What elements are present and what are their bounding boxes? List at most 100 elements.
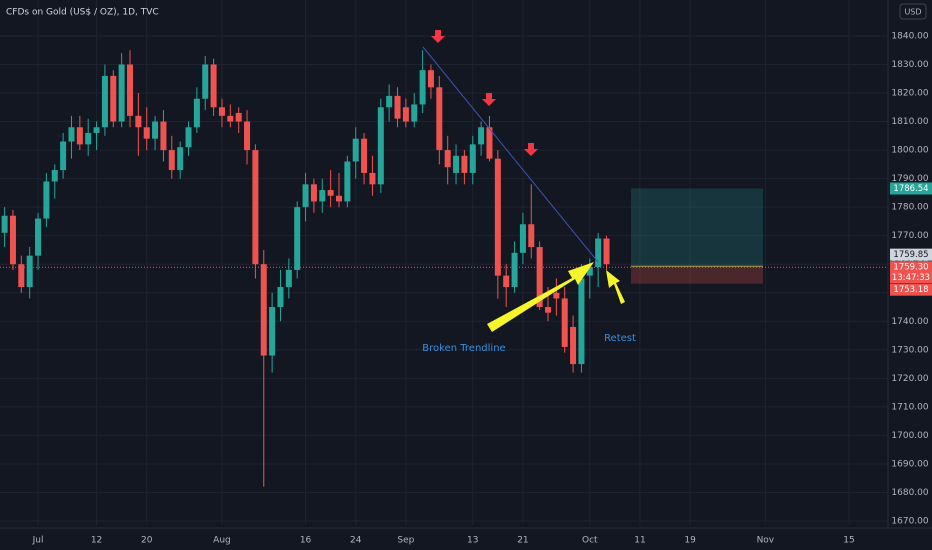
- down-arrow: [524, 143, 538, 156]
- entry-tag: 1759.30: [893, 263, 928, 273]
- candle-body: [427, 70, 434, 88]
- candle-body: [411, 104, 418, 122]
- x-tick-label: Sep: [397, 536, 414, 546]
- chart-title: CFDs on Gold (US$ / OZ), 1D, TVC: [6, 8, 159, 18]
- down-arrow: [482, 93, 496, 106]
- last-price-tag-bg: [890, 248, 932, 261]
- candle-body: [528, 224, 535, 248]
- y-tick-label: 1700.00: [891, 431, 928, 441]
- loss-zone: [631, 266, 763, 284]
- candle-body: [227, 115, 234, 122]
- candle-body: [570, 326, 577, 365]
- candle-body: [18, 264, 25, 288]
- candle-body: [35, 218, 42, 256]
- candle-body: [269, 307, 276, 356]
- candle-body: [336, 195, 342, 202]
- candle-body: [210, 64, 217, 108]
- candle-body: [143, 127, 150, 139]
- countdown-bg: [890, 272, 932, 284]
- x-tick-label: 11: [634, 536, 645, 546]
- candle-body: [168, 150, 175, 171]
- candle-body: [93, 127, 100, 133]
- candle-body: [352, 138, 359, 162]
- candle-body: [319, 190, 326, 202]
- candle-body: [152, 121, 159, 139]
- candle-body: [60, 141, 67, 171]
- profit-zone: [631, 188, 763, 267]
- candle-body: [461, 155, 468, 173]
- candle-body: [118, 64, 125, 122]
- candle-body: [478, 127, 485, 145]
- candle-body: [603, 238, 610, 265]
- candle-body: [51, 170, 58, 182]
- candle-body: [127, 64, 133, 116]
- candle-body: [260, 264, 267, 356]
- candle-body: [586, 267, 593, 276]
- candle-body: [310, 184, 317, 202]
- x-tick-label: Nov: [757, 536, 775, 546]
- currency[interactable]: USD: [904, 8, 921, 17]
- candle-body: [218, 107, 225, 116]
- x-tick-label: 16: [300, 536, 312, 546]
- candle-body: [252, 150, 259, 265]
- yellow-arrow: [606, 270, 625, 304]
- x-tick-label: Aug: [213, 536, 231, 546]
- candle-body: [444, 150, 451, 168]
- candle-body: [545, 307, 551, 313]
- candle-body: [394, 95, 401, 119]
- candle-body: [43, 181, 50, 219]
- x-tick-label: 15: [843, 536, 854, 546]
- y-tick-label: 1730.00: [891, 345, 928, 355]
- y-tick-label: 1740.00: [891, 317, 928, 327]
- candle-body: [595, 238, 602, 268]
- candle-body: [160, 121, 167, 151]
- x-tick-label: 21: [517, 536, 528, 546]
- candle-body: [185, 127, 192, 148]
- down-arrow: [431, 30, 445, 43]
- stop-tag: 1753.18: [893, 285, 928, 295]
- candle-body: [76, 127, 83, 145]
- candle-body: [85, 132, 92, 145]
- candle-body: [110, 75, 117, 122]
- y-tick-label: 1840.00: [891, 31, 928, 41]
- currency-box[interactable]: [899, 3, 927, 20]
- candle-body: [436, 87, 443, 151]
- y-tick-label: 1790.00: [891, 174, 928, 184]
- candle-body: [578, 278, 585, 365]
- plot: [0, 50, 888, 487]
- x-tick-label: 13: [467, 536, 478, 546]
- candle-body: [469, 144, 476, 173]
- candle-body: [68, 127, 75, 142]
- y-tick-label: 1770.00: [891, 231, 928, 241]
- candle-body: [277, 287, 284, 308]
- candle-body: [285, 269, 292, 288]
- x-tick-label: Oct: [582, 536, 598, 546]
- candle-body: [294, 207, 301, 270]
- candle-body: [202, 64, 209, 99]
- last-price-tag: 1759.85: [893, 250, 928, 260]
- y-tick-label: 1690.00: [891, 459, 928, 469]
- candle-body: [361, 138, 368, 173]
- y-tick-label: 1830.00: [891, 60, 928, 70]
- candle-body: [519, 224, 526, 253]
- annotation: Retest: [604, 333, 636, 344]
- y-tick-label: 1780.00: [891, 203, 928, 213]
- countdown: 13:47:33: [892, 273, 930, 283]
- x-tick-label: 20: [141, 536, 153, 546]
- candle-body: [377, 107, 384, 185]
- x-tick-label: 12: [91, 536, 102, 546]
- yellow-arrow: [487, 262, 594, 332]
- candle-body: [327, 190, 334, 196]
- candle-body: [503, 275, 510, 288]
- x-tick-label: Jul: [32, 536, 44, 546]
- candle-body: [511, 252, 518, 288]
- candle-body: [402, 107, 409, 122]
- candle-body: [419, 70, 426, 105]
- x-tick-label: 24: [350, 536, 362, 546]
- entry-tag-bg: [890, 261, 932, 274]
